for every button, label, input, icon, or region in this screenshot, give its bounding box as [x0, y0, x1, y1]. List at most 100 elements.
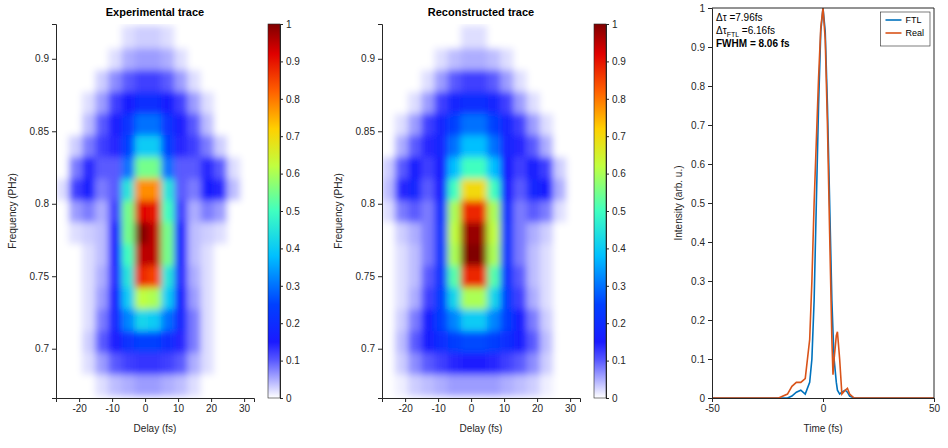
cell: [82, 69, 96, 92]
cell: [461, 265, 475, 288]
tick: 0.5: [691, 198, 712, 209]
tick: 0.6: [280, 168, 300, 179]
cell: [56, 330, 70, 353]
cell: [82, 200, 96, 223]
annotation: Δτ =7.96fs: [716, 12, 763, 23]
cell: [95, 134, 109, 157]
axis-line: [383, 399, 581, 403]
cell: [434, 47, 448, 70]
cell: [56, 374, 70, 397]
tick-label: -50: [705, 403, 720, 414]
tick-label: 0.1: [691, 354, 705, 365]
cell: [174, 352, 188, 375]
cell: [408, 200, 422, 223]
cell: [500, 113, 514, 136]
cell: [201, 178, 215, 201]
cell: [148, 200, 162, 223]
cell: [188, 156, 202, 179]
cell: [201, 113, 215, 136]
cell: [188, 113, 202, 136]
cell: [527, 243, 541, 266]
cell: [487, 243, 501, 266]
cell: [174, 308, 188, 331]
cell: [122, 69, 136, 92]
cell: [69, 330, 83, 353]
cell: [214, 330, 228, 353]
tick: 1: [606, 19, 618, 30]
y-axis-title: Intensity (arb. u.): [673, 165, 684, 240]
cell: [514, 374, 528, 397]
tick-mark: [708, 398, 712, 399]
cell: [434, 156, 448, 179]
cell: [421, 265, 435, 288]
cell: [474, 91, 488, 114]
tick-mark: [708, 86, 712, 87]
cell: [514, 134, 528, 157]
cell: [122, 156, 136, 179]
cell: [461, 287, 475, 310]
cell: [201, 330, 215, 353]
cell: [487, 134, 501, 157]
cell: [448, 221, 462, 244]
cell: [82, 26, 96, 49]
cell: [69, 26, 83, 49]
cell: [421, 374, 435, 397]
cell: [214, 134, 228, 157]
line-panel: -5005000.10.20.30.40.50.60.70.80.91Time …: [673, 3, 940, 434]
cell: [434, 113, 448, 136]
cell: [421, 26, 435, 49]
tick-label: 10: [499, 403, 511, 414]
cell: [188, 308, 202, 331]
tick-mark: [378, 131, 382, 132]
cell: [461, 134, 475, 157]
cell: [487, 352, 501, 375]
cell: [161, 352, 175, 375]
cell: [201, 308, 215, 331]
cell: [448, 113, 462, 136]
tick-mark: [280, 398, 283, 399]
cell: [135, 26, 149, 49]
cell: [540, 308, 554, 331]
cell: [148, 69, 162, 92]
cell: [227, 243, 241, 266]
cell: [408, 352, 422, 375]
cell: [201, 134, 215, 157]
cell: [474, 265, 488, 288]
tick: 30: [565, 398, 577, 414]
cell: [540, 221, 554, 244]
cell: [553, 26, 567, 49]
cell: [161, 113, 175, 136]
cell: [188, 200, 202, 223]
tick-mark: [378, 349, 382, 350]
cell: [448, 26, 462, 49]
tick-label: 0.85: [356, 126, 376, 137]
tick-label: 0.9: [691, 42, 705, 53]
cell: [514, 243, 528, 266]
tick: -10: [105, 398, 120, 414]
cell: [148, 330, 162, 353]
cell: [56, 134, 70, 157]
cell: [461, 308, 475, 331]
cell: [227, 352, 241, 375]
cell: [56, 265, 70, 288]
legend: FTLReal: [880, 12, 930, 46]
tick-label: 1: [286, 19, 292, 30]
cell: [56, 178, 70, 201]
cell: [69, 178, 83, 201]
cell: [161, 91, 175, 114]
cell: [148, 91, 162, 114]
tick-mark: [708, 359, 712, 360]
cell: [188, 91, 202, 114]
cell: [514, 330, 528, 353]
tick: 0.5: [606, 206, 626, 217]
cell: [474, 243, 488, 266]
cell: [487, 26, 501, 49]
cell: [500, 156, 514, 179]
cell: [461, 91, 475, 114]
cell: [188, 330, 202, 353]
cell: [395, 265, 409, 288]
cell: [56, 113, 70, 136]
cell: [240, 47, 254, 70]
cell: [500, 243, 514, 266]
cell: [122, 287, 136, 310]
